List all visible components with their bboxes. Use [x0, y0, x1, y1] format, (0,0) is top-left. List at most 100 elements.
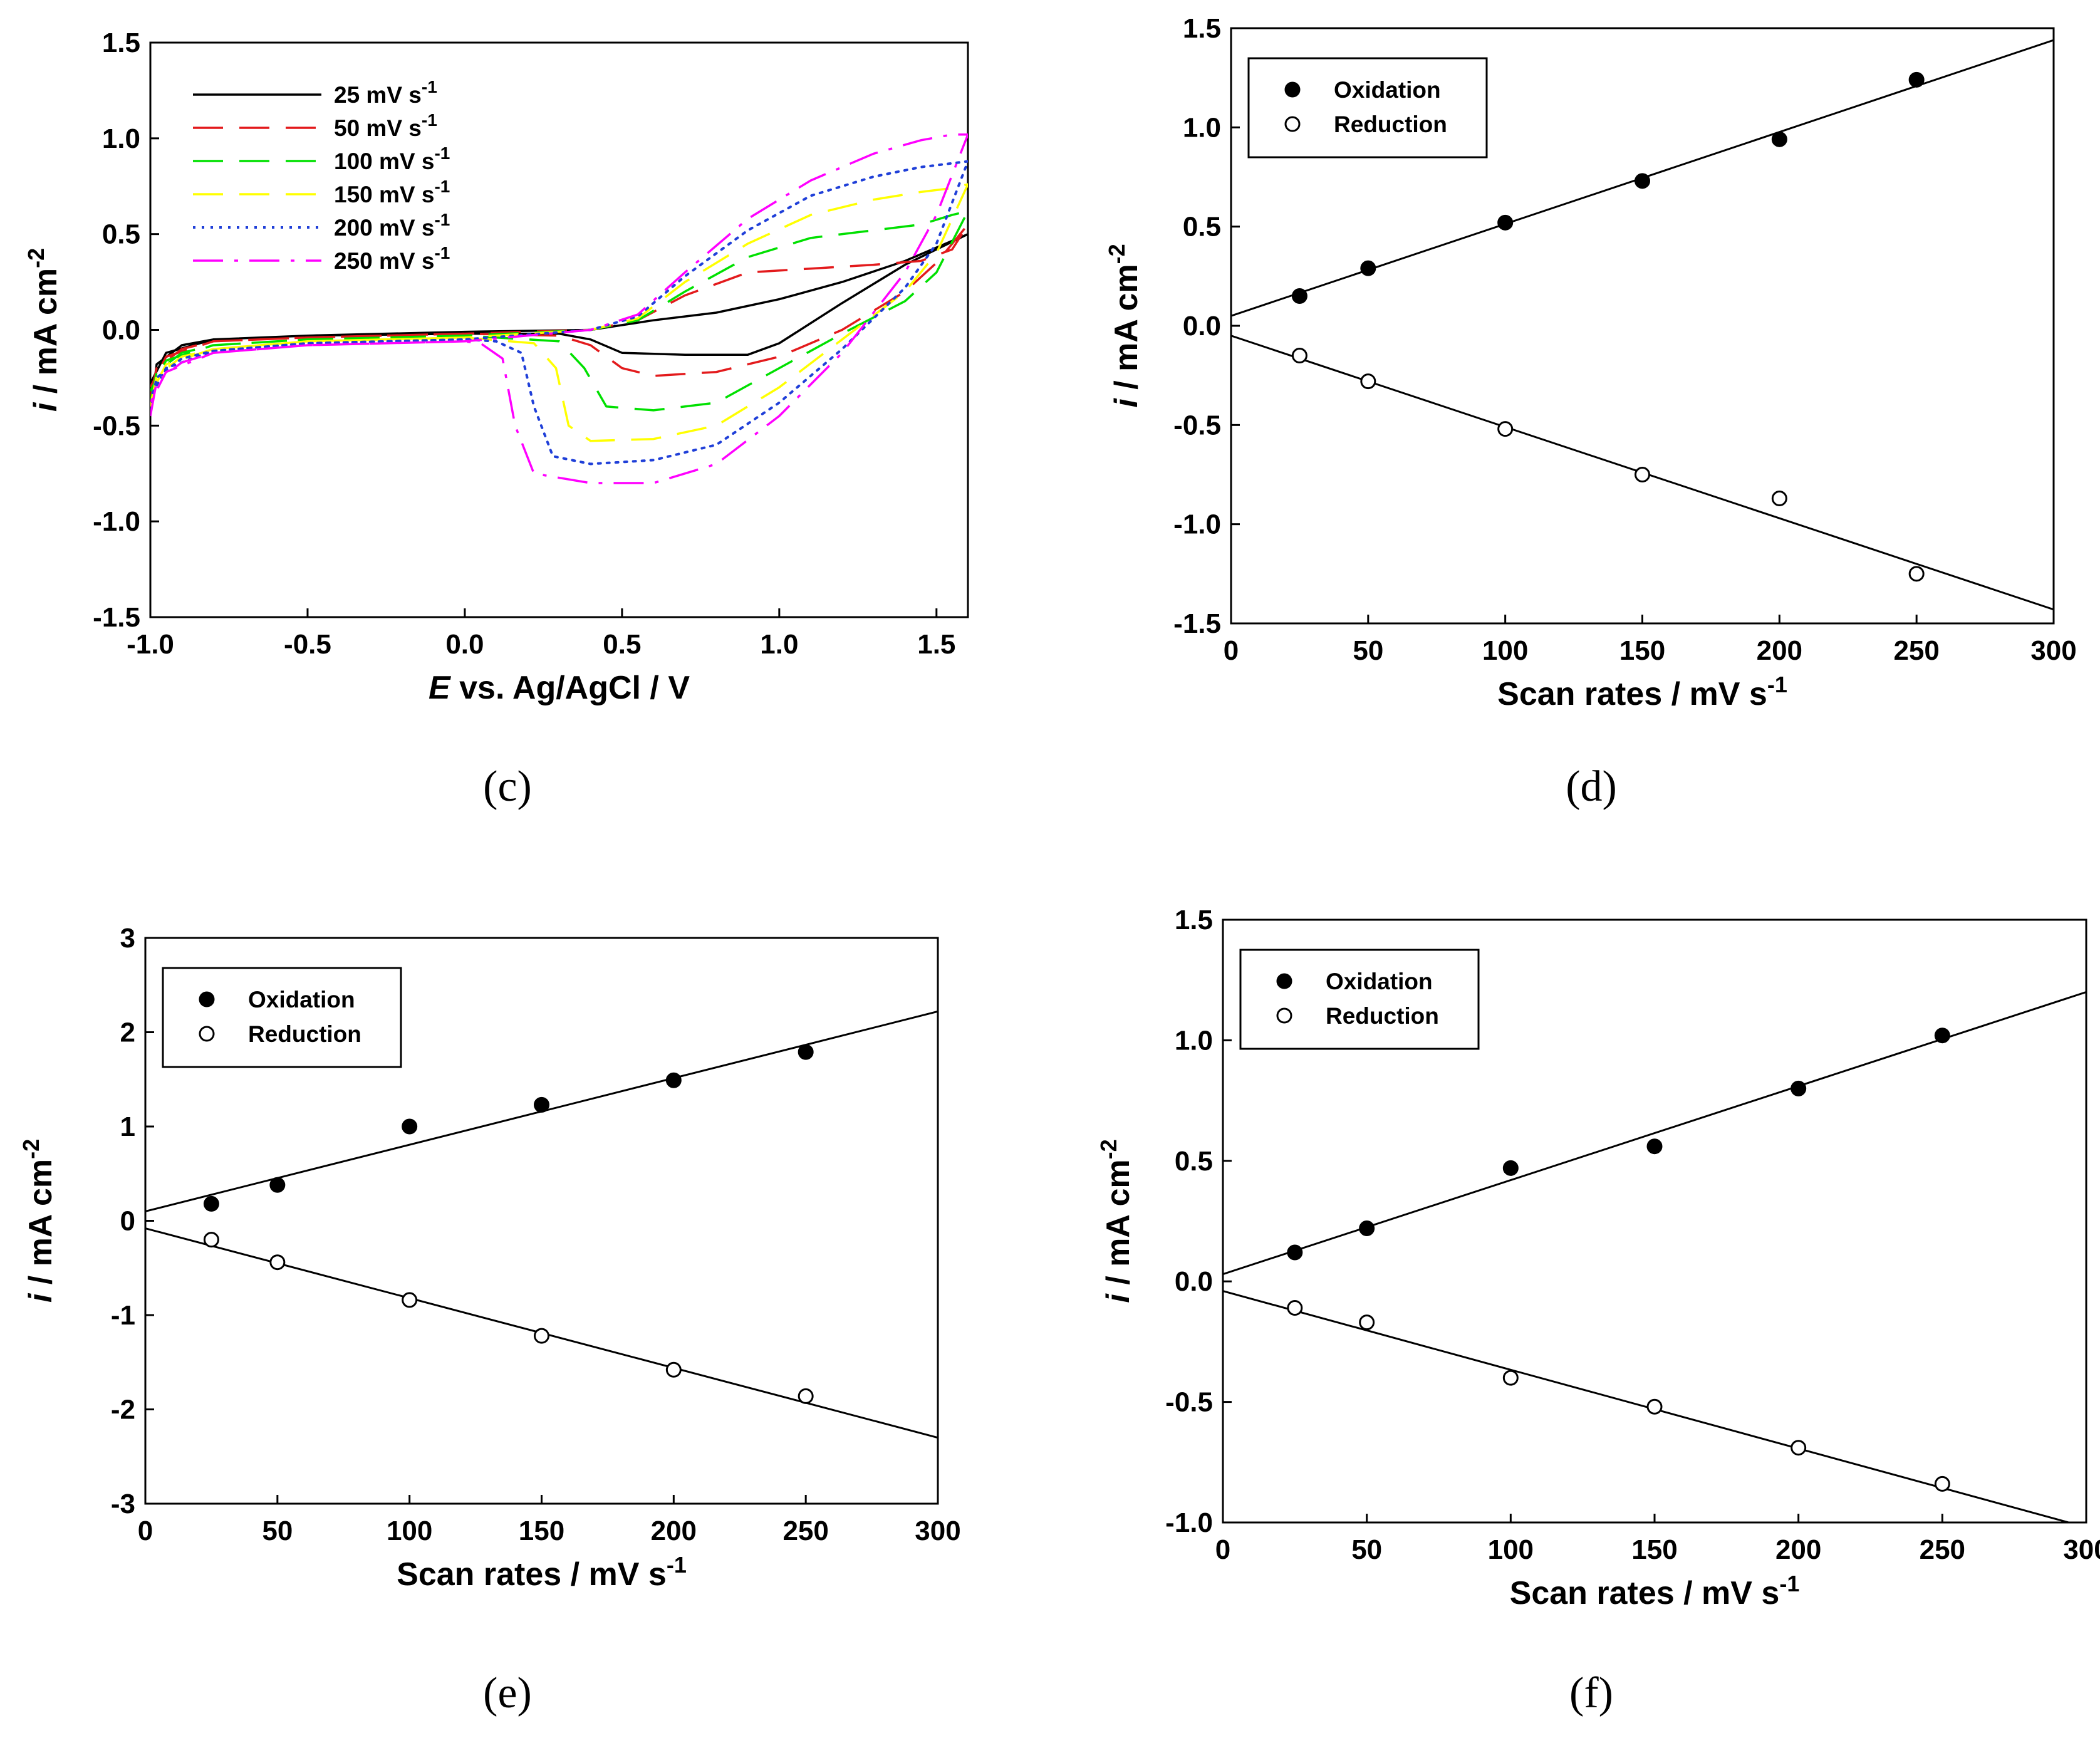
x-tick-label: 1.0 — [760, 629, 798, 660]
legend-label-0: Oxidation — [248, 987, 355, 1012]
x-tick-label: 50 — [1351, 1534, 1382, 1565]
legend-marker-0 — [1284, 81, 1301, 98]
y-tick-label: -3 — [111, 1489, 135, 1519]
reduction-point — [1908, 566, 1925, 582]
x-axis-title-rest: vs. Ag/AgCl / V — [450, 670, 690, 706]
legend-label-sup: -1 — [434, 177, 450, 196]
oxidation-point — [402, 1118, 418, 1135]
y-tick-label: -0.5 — [93, 410, 140, 441]
y-tick-label: 0.5 — [1183, 212, 1221, 242]
oxidation-point — [1360, 260, 1376, 276]
y-tick-label: 1.5 — [102, 28, 140, 58]
legend-label-1: Reduction — [248, 1021, 361, 1047]
y-tick-label: -1.0 — [93, 506, 140, 537]
y-axis-title: i / mA cm-2 — [18, 1139, 59, 1303]
y-axis-title-rest: / mA cm — [1108, 264, 1145, 398]
oxidation-point — [534, 1096, 549, 1113]
x-tick-label: 0 — [1215, 1534, 1230, 1565]
y-axis-title: i / mA cm-2 — [23, 248, 64, 412]
y-axis-title-rest: / mA cm — [23, 1159, 59, 1294]
chart-d: 0 50 100 150 200 250 300 -1.5 -1.0 -0.5 0.0 0.5 1.0 1… — [1104, 13, 2077, 811]
x-axis-title-text: Scan rates / mV s — [1497, 676, 1767, 712]
y-axis-title-rest: / mA cm — [28, 268, 64, 403]
oxidation-point — [1359, 1220, 1375, 1237]
x-tick-label: 50 — [262, 1516, 293, 1546]
y-tick-label: 1.5 — [1175, 905, 1213, 935]
chart-f: 0 50 100 150 200 250 300 -1.0 -0.5 0.0 0.5 1.0 1.5 Sc… — [1096, 905, 2100, 1717]
series-line-1 — [150, 223, 968, 397]
series-line-3 — [150, 183, 968, 442]
y-axis-title-sup: -2 — [18, 1139, 44, 1159]
reduction-point — [1502, 1370, 1519, 1386]
oxidation-point — [1291, 288, 1307, 304]
y-axis-title-sup: -2 — [1104, 244, 1130, 264]
x-tick-label: 150 — [519, 1516, 564, 1546]
reduction-point — [1497, 421, 1514, 437]
reduction-point — [1934, 1475, 1950, 1492]
x-axis-title-italic: E — [429, 670, 451, 706]
oxidation-point — [1791, 1080, 1807, 1096]
x-tick-label: 100 — [387, 1516, 432, 1546]
y-tick-label: 3 — [120, 923, 135, 954]
reduction-point — [402, 1292, 418, 1308]
y-tick-label: -0.5 — [1173, 410, 1221, 440]
x-tick-label: 150 — [1619, 635, 1665, 666]
oxidation-point — [1635, 173, 1650, 189]
legend-label-sup: -1 — [434, 143, 450, 163]
oxidation-point — [1502, 1160, 1519, 1176]
panel-label: (d) — [1566, 762, 1617, 811]
x-tick-label: -1.0 — [127, 629, 174, 660]
y-tick-label: 1.0 — [1183, 112, 1221, 143]
y-tick-label: -1.0 — [1165, 1507, 1213, 1538]
reduction-point — [1287, 1300, 1303, 1316]
legend-label-sup: -1 — [422, 77, 437, 96]
x-axis-title: Scan rates / mV s-1 — [1510, 1571, 1800, 1611]
x-tick-label: 1.5 — [917, 629, 955, 660]
legend-box — [1247, 57, 1488, 159]
x-tick-label: 200 — [1757, 635, 1802, 666]
legend-label-sup: -1 — [422, 110, 437, 130]
y-tick-label: 0.0 — [1175, 1266, 1213, 1297]
reduction-point — [665, 1361, 682, 1378]
legend-label-0: Oxidation — [1326, 969, 1433, 994]
plot-area — [150, 133, 968, 484]
legend-box — [1239, 949, 1480, 1050]
y-tick-label: -0.5 — [1165, 1387, 1213, 1418]
x-tick-label: 250 — [1920, 1534, 1965, 1565]
plot-area — [1231, 39, 2054, 611]
legend-marker-1 — [1276, 1007, 1292, 1024]
y-axis-title-italic: i — [1108, 398, 1145, 408]
x-tick-label: 300 — [2063, 1534, 2100, 1565]
oxidation-point — [1497, 214, 1514, 231]
legend-label-0: Oxidation — [1334, 77, 1441, 103]
y-tick-label: 0.5 — [1175, 1146, 1213, 1177]
panel-label: (c) — [483, 762, 532, 811]
chart-e: 0 50 100 150 200 250 300 -3 -2 -1 0 1 2 3 Scan rates /… — [18, 923, 961, 1717]
y-axis-title-rest: / mA cm — [1100, 1159, 1136, 1294]
legend-label-text: 25 mV s — [334, 82, 422, 108]
series-line-2 — [150, 210, 968, 412]
y-tick-label: -1 — [111, 1300, 135, 1331]
x-tick-label: 300 — [2030, 635, 2076, 666]
x-tick-label: 0.5 — [603, 629, 641, 660]
legend-label-1: 50 mV s-1 — [334, 110, 437, 141]
x-axis-title: Scan rates / mV s-1 — [397, 1552, 687, 1593]
oxidation-point — [269, 1177, 286, 1193]
x-axis-title-text: Scan rates / mV s — [397, 1556, 667, 1593]
oxidation-point — [798, 1044, 814, 1060]
oxidation-point — [1646, 1138, 1663, 1155]
oxidation-point — [1287, 1244, 1303, 1261]
reduction-point — [203, 1232, 219, 1248]
y-tick-label: 0.0 — [1183, 311, 1221, 341]
plot-area — [1223, 991, 2086, 1522]
reduction-point — [1291, 348, 1307, 363]
y-axis-title-sup: -2 — [23, 248, 49, 268]
y-axis-title-italic: i — [1100, 1293, 1136, 1303]
x-tick-label: 200 — [1775, 1534, 1821, 1565]
y-axis-title: i / mA cm-2 — [1096, 1139, 1136, 1303]
x-tick-label: 100 — [1488, 1534, 1534, 1565]
y-tick-label: 1 — [120, 1111, 135, 1142]
y-axis-title-sup: -2 — [1096, 1139, 1121, 1159]
y-tick-label: 2 — [120, 1017, 135, 1048]
